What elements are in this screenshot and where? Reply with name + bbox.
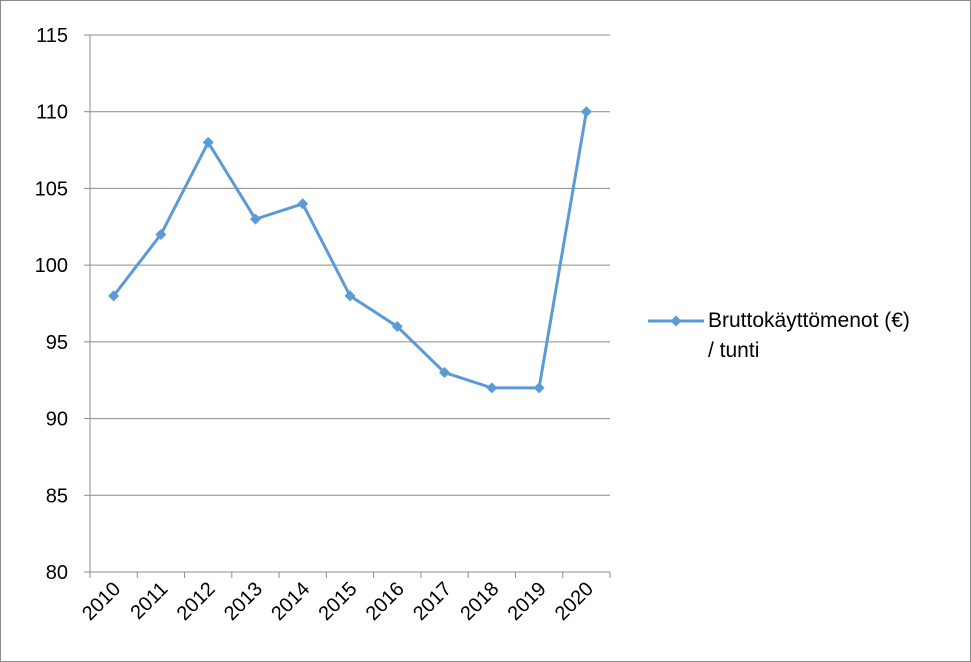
y-tick-label-95: 95 [46,332,68,354]
legend-diamond [670,315,682,327]
data-point-2020 [580,106,592,118]
legend-label-line-2: / tunti [708,339,760,362]
data-point-2011 [155,228,167,240]
y-tick-label-80: 80 [46,562,68,584]
data-point-2010 [108,290,120,302]
y-tick-label-110: 110 [36,102,68,124]
data-point-2014 [297,198,309,210]
series-group [108,106,592,394]
series-line [112,111,588,390]
data-point-2016 [391,321,403,333]
data-point-2013 [249,213,261,225]
y-tick-label-85: 85 [46,485,68,507]
x-tick-label-2019: 2019 [504,578,551,625]
data-point-2012 [202,136,214,148]
x-tick-label-2013: 2013 [220,578,267,625]
y-tick-label-100: 100 [35,255,68,277]
x-tick-label-2018: 2018 [456,578,503,625]
x-tick-label-2020: 2020 [551,578,598,625]
data-point-2015 [344,290,356,302]
y-axis-ticks: 80 85 90 95 100 105 110 115 [35,25,68,584]
data-point-2017 [439,367,451,379]
y-tick-label-105: 105 [35,178,68,200]
gridlines [90,34,610,573]
x-tick-label-2011: 2011 [126,578,172,624]
x-tick-label-2012: 2012 [173,578,220,625]
x-tick-label-2016: 2016 [362,578,409,625]
x-tick-label-2015: 2015 [315,578,362,625]
x-axis-ticks: 2010 2011 2012 2013 2014 2015 2016 2017 2018 2019… [78,578,598,625]
x-tick-label-2017: 2017 [409,578,456,625]
data-point-2018 [486,382,498,394]
legend-entry-label: Bruttokäyttömenot (€) / tunti [708,306,958,366]
y-tick-label-115: 115 [36,25,68,47]
x-tick-label-2010: 2010 [78,578,125,625]
legend-marker [648,315,704,327]
y-tick-label-90: 90 [46,409,68,431]
axes [84,34,611,578]
data-point-2019 [533,382,545,394]
x-tick-label-2014: 2014 [267,578,314,625]
legend-label-line-1: Bruttokäyttömenot (€) [708,309,910,332]
